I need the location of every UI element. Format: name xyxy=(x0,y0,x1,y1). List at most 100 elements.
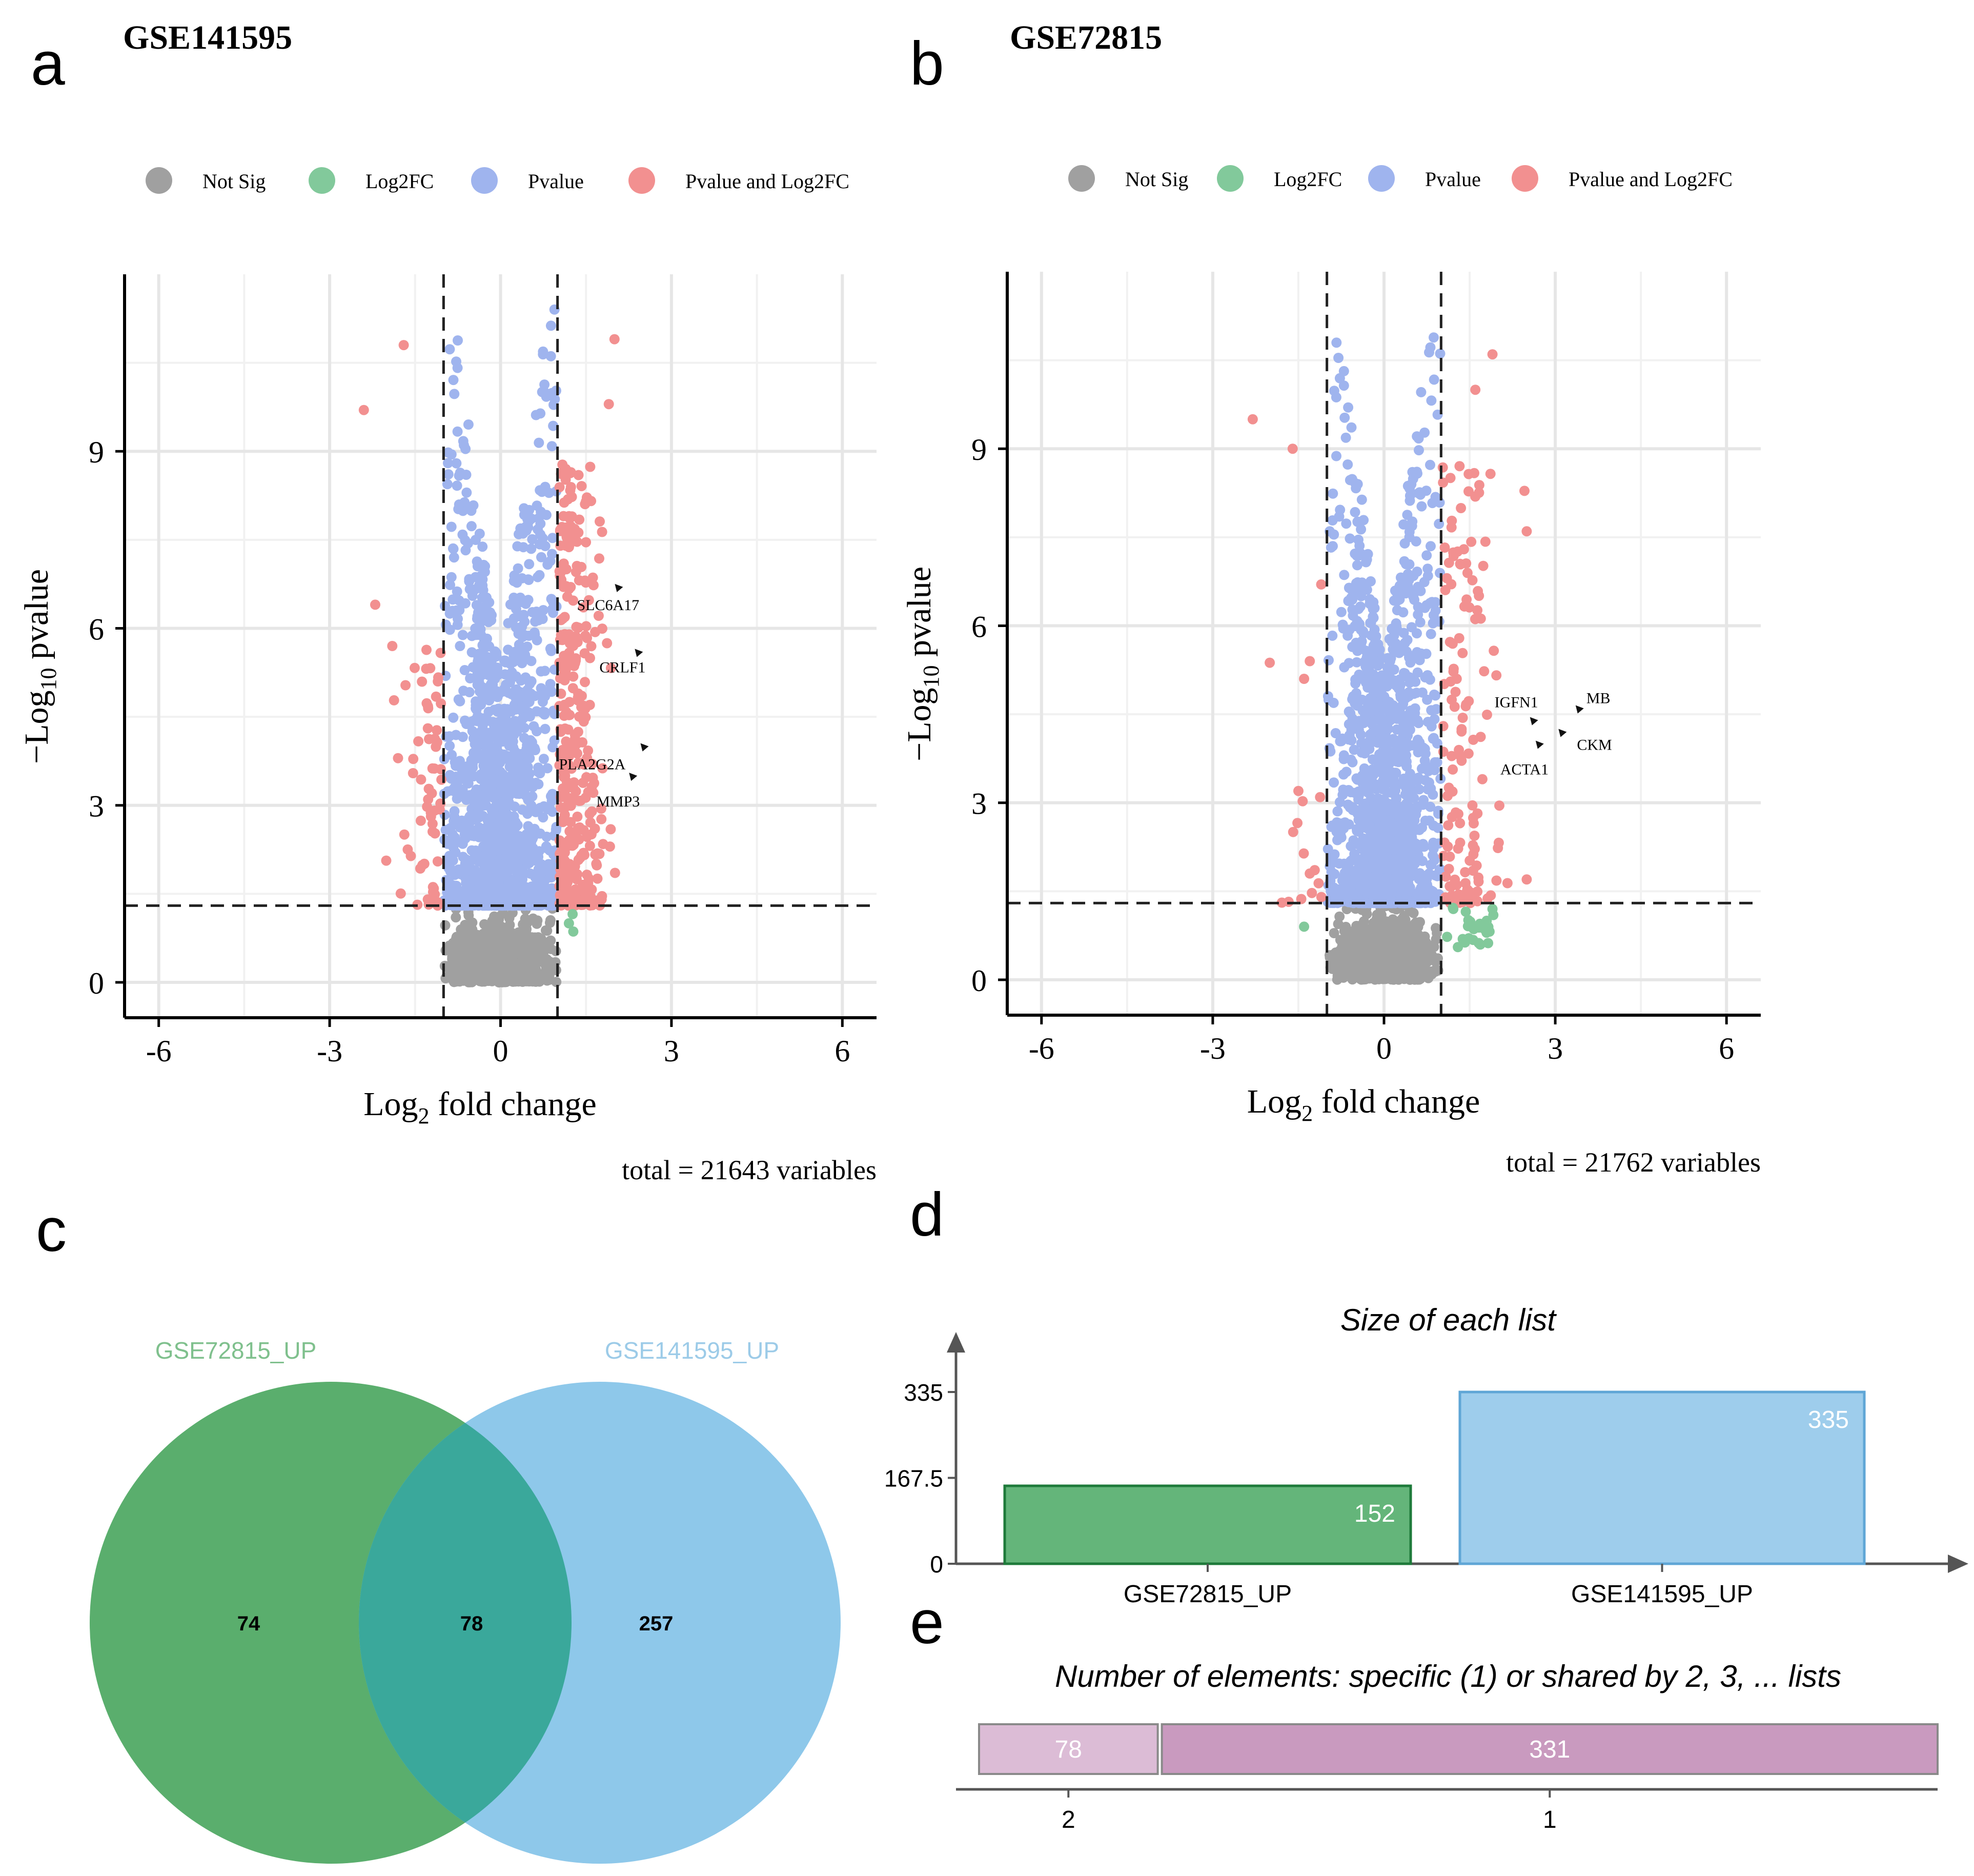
point-blue xyxy=(454,499,464,510)
point-grey xyxy=(1373,952,1384,963)
point-blue xyxy=(1359,748,1370,759)
point-blue xyxy=(449,806,460,817)
point-red xyxy=(421,663,432,674)
point-grey xyxy=(1359,967,1370,978)
point-blue xyxy=(1331,451,1341,461)
point-red xyxy=(399,829,410,840)
gene-label-SLC6A17: SLC6A17 xyxy=(577,597,639,614)
panel-a-volcano: a GSE141595 Not Sig Log2FC Pvalue Pvalue an… xyxy=(18,19,877,1185)
point-blue xyxy=(1329,777,1339,788)
point-blue xyxy=(454,595,464,606)
x-tick-label: 3 xyxy=(664,1034,679,1068)
point-red xyxy=(609,868,620,878)
point-blue xyxy=(1342,630,1353,641)
point-blue xyxy=(538,754,549,764)
panel-a-caption: total = 21643 variables xyxy=(622,1155,877,1185)
point-blue xyxy=(1339,662,1350,673)
point-red xyxy=(421,644,432,655)
point-blue xyxy=(1425,459,1435,470)
point-blue xyxy=(547,549,557,559)
point-grey xyxy=(451,912,461,923)
point-red xyxy=(564,648,575,658)
point-blue xyxy=(449,552,459,563)
point-red xyxy=(400,680,411,691)
point-red xyxy=(561,736,572,747)
point-blue xyxy=(475,624,486,635)
point-blue xyxy=(467,759,478,770)
point-blue xyxy=(1328,488,1338,499)
point-grey xyxy=(491,962,501,973)
point-grey xyxy=(530,949,540,959)
point-blue xyxy=(518,781,529,792)
point-blue xyxy=(455,641,465,651)
panel-a-title: GSE141595 xyxy=(123,19,292,56)
point-blue xyxy=(519,733,530,743)
point-blue xyxy=(1346,422,1357,433)
point-red xyxy=(423,783,434,794)
point-blue xyxy=(1427,597,1437,608)
point-red xyxy=(581,621,592,632)
point-blue xyxy=(539,665,550,676)
point-red xyxy=(565,512,576,523)
point-grey xyxy=(530,932,540,943)
point-red xyxy=(558,849,568,859)
gene-arrow xyxy=(635,649,643,657)
point-blue xyxy=(498,736,508,747)
point-red xyxy=(387,641,398,651)
point-blue xyxy=(485,899,496,910)
point-red xyxy=(574,514,585,525)
point-blue xyxy=(1415,617,1426,628)
point-blue xyxy=(1425,801,1436,812)
point-red xyxy=(431,691,441,702)
point-blue xyxy=(1413,488,1424,498)
point-blue xyxy=(530,885,540,896)
point-red xyxy=(561,777,572,788)
point-blue xyxy=(1390,785,1400,796)
point-blue xyxy=(453,899,464,910)
point-red xyxy=(567,683,578,694)
point-grey xyxy=(542,975,553,986)
x-tick-label: -3 xyxy=(317,1034,342,1068)
point-blue xyxy=(486,782,497,793)
point-blue xyxy=(490,884,501,895)
point-red xyxy=(554,482,565,493)
point-red xyxy=(586,884,597,895)
point-red xyxy=(585,817,596,828)
point-blue xyxy=(1426,395,1437,406)
point-blue xyxy=(472,611,483,622)
point-grey xyxy=(1341,925,1352,936)
point-grey xyxy=(484,933,494,943)
gene-arrow xyxy=(615,583,623,592)
point-red xyxy=(578,848,589,858)
point-red xyxy=(604,841,615,852)
point-grey xyxy=(469,974,480,985)
point-blue xyxy=(463,419,474,430)
point-red xyxy=(574,796,584,806)
point-red xyxy=(565,657,576,668)
point-red xyxy=(585,461,596,472)
point-blue xyxy=(539,879,550,890)
point-red xyxy=(395,888,406,899)
point-blue xyxy=(533,779,544,790)
point-red xyxy=(586,496,597,507)
y-axis-title: −Log10 pvalue xyxy=(18,569,61,764)
point-blue xyxy=(533,615,544,626)
point-red xyxy=(576,561,587,572)
point-red xyxy=(413,736,424,747)
point-blue xyxy=(452,480,462,491)
point-blue xyxy=(455,696,465,707)
point-blue xyxy=(1324,655,1334,665)
point-red xyxy=(571,621,582,632)
point-grey xyxy=(440,920,451,931)
point-grey xyxy=(444,940,455,951)
point-red xyxy=(415,863,425,874)
point-blue xyxy=(493,703,504,714)
point-blue xyxy=(468,733,479,744)
point-red xyxy=(568,838,579,849)
legend-label-2: Pvalue xyxy=(1425,168,1481,191)
point-blue xyxy=(1422,670,1433,680)
point-grey xyxy=(479,919,490,930)
point-blue xyxy=(453,836,463,847)
point-red xyxy=(595,516,605,527)
